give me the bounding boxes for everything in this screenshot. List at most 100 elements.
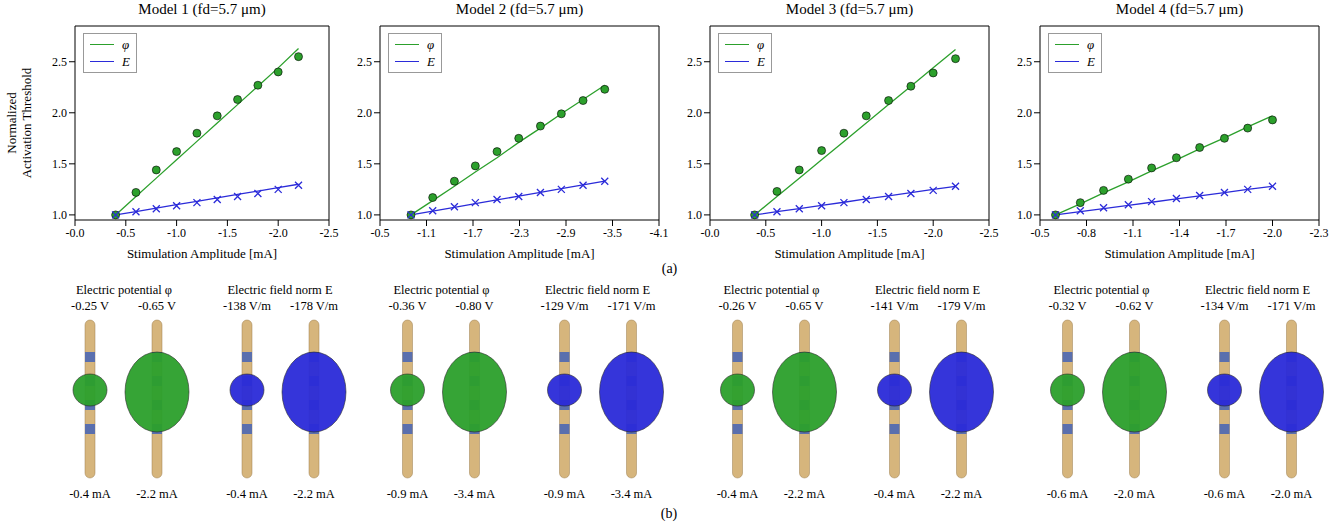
- svg-text:-0.0: -0.0: [66, 226, 85, 240]
- svg-text:-0.4 mA: -0.4 mA: [226, 487, 268, 501]
- html-text:φ: φ: [1087, 37, 1095, 52]
- svg-text:-0.5: -0.5: [371, 226, 390, 240]
- svg-text:Electric field norm E: Electric field norm E: [545, 283, 651, 297]
- svg-text:2.5: 2.5: [687, 55, 702, 69]
- svg-text:Stimulation Amplitude [mA]: Stimulation Amplitude [mA]: [444, 246, 594, 260]
- svg-text:-0.80 V: -0.80 V: [456, 299, 494, 313]
- svg-text:2.0: 2.0: [687, 106, 702, 120]
- svg-text:Electric potential φ: Electric potential φ: [76, 283, 172, 297]
- svg-text:Stimulation Amplitude [mA]: Stimulation Amplitude [mA]: [1104, 246, 1254, 260]
- svg-text:-1.5: -1.5: [868, 226, 887, 240]
- svg-text:1.0: 1.0: [357, 208, 372, 222]
- svg-text:-0.6 mA: -0.6 mA: [1204, 487, 1246, 501]
- svg-text:2.0: 2.0: [52, 106, 67, 120]
- html-text:E: E: [427, 54, 435, 69]
- svg-text:-171 V/m: -171 V/m: [607, 299, 655, 313]
- svg-text:2.5: 2.5: [52, 55, 67, 69]
- html-text:φ: φ: [757, 37, 765, 52]
- svg-text:-1.0: -1.0: [812, 226, 831, 240]
- svg-text:Electric field norm E: Electric field norm E: [227, 283, 333, 297]
- svg-text:2.5: 2.5: [357, 55, 372, 69]
- svg-text:-0.6 mA: -0.6 mA: [1047, 487, 1089, 501]
- svg-text:-2.5: -2.5: [980, 226, 999, 240]
- svg-text:-0.8: -0.8: [1077, 226, 1096, 240]
- svg-text:1.5: 1.5: [52, 157, 67, 171]
- svg-text:-1.1: -1.1: [1124, 226, 1143, 240]
- svg-text:2.5: 2.5: [1017, 55, 1032, 69]
- svg-text:-2.3: -2.3: [1310, 226, 1329, 240]
- svg-text:-1.7: -1.7: [464, 226, 483, 240]
- svg-text:-138 V/m: -138 V/m: [223, 299, 271, 313]
- html-text:Model 1 (fd=5.7 μm): Model 1 (fd=5.7 μm): [138, 1, 266, 17]
- svg-text:-179 V/m: -179 V/m: [937, 299, 985, 313]
- svg-text:1.0: 1.0: [687, 208, 702, 222]
- svg-text:Electric field norm E: Electric field norm E: [1205, 283, 1311, 297]
- svg-text:1.5: 1.5: [687, 157, 702, 171]
- svg-text:-1.0: -1.0: [167, 226, 186, 240]
- svg-text:Stimulation Amplitude [mA]: Stimulation Amplitude [mA]: [127, 246, 277, 260]
- svg-text:Electric potential φ: Electric potential φ: [393, 283, 489, 297]
- html-text:E: E: [122, 54, 130, 69]
- html-text:Model 4 (fd=5.7 μm): Model 4 (fd=5.7 μm): [1115, 1, 1244, 17]
- html-text:φ: φ: [122, 37, 130, 52]
- svg-text:-0.5: -0.5: [116, 226, 135, 240]
- svg-text:-2.9: -2.9: [557, 226, 576, 240]
- svg-text:-0.0: -0.0: [701, 226, 720, 240]
- svg-text:-3.4 mA: -3.4 mA: [611, 487, 653, 501]
- svg-text:-2.0: -2.0: [1263, 226, 1282, 240]
- svg-text:Electric potential φ: Electric potential φ: [723, 283, 819, 297]
- svg-text:Electric field norm E: Electric field norm E: [875, 283, 981, 297]
- svg-text:-0.4 mA: -0.4 mA: [717, 487, 759, 501]
- svg-text:-2.2 mA: -2.2 mA: [136, 487, 178, 501]
- svg-text:NormalizedActivation Threshold: NormalizedActivation Threshold: [4, 67, 34, 178]
- svg-text:-2.0: -2.0: [924, 226, 943, 240]
- svg-text:-0.32 V: -0.32 V: [1049, 299, 1087, 313]
- svg-text:Stimulation Amplitude [mA]: Stimulation Amplitude [mA]: [774, 246, 924, 260]
- svg-text:-171 V/m: -171 V/m: [1267, 299, 1315, 313]
- svg-text:1.5: 1.5: [357, 157, 372, 171]
- html-text:Model 3 (fd=5.7 μm): Model 3 (fd=5.7 μm): [785, 1, 914, 17]
- svg-text:1.0: 1.0: [52, 208, 67, 222]
- svg-text:-3.4 mA: -3.4 mA: [454, 487, 496, 501]
- svg-text:-2.0 mA: -2.0 mA: [1114, 487, 1156, 501]
- svg-text:-0.5: -0.5: [756, 226, 775, 240]
- svg-text:-0.65 V: -0.65 V: [786, 299, 824, 313]
- svg-text:(b): (b): [661, 506, 678, 522]
- svg-text:-1.4: -1.4: [1170, 226, 1189, 240]
- svg-text:-3.5: -3.5: [603, 226, 622, 240]
- svg-text:-2.2 mA: -2.2 mA: [293, 487, 335, 501]
- svg-text:-129 V/m: -129 V/m: [540, 299, 588, 313]
- svg-text:-1.7: -1.7: [1217, 226, 1236, 240]
- svg-text:-2.2 mA: -2.2 mA: [784, 487, 826, 501]
- svg-text:-2.2 mA: -2.2 mA: [941, 487, 983, 501]
- svg-text:-2.5: -2.5: [320, 226, 339, 240]
- svg-text:-134 V/m: -134 V/m: [1200, 299, 1248, 313]
- svg-text:-0.9 mA: -0.9 mA: [387, 487, 429, 501]
- svg-text:-0.26 V: -0.26 V: [719, 299, 757, 313]
- svg-text:-4.1: -4.1: [650, 226, 669, 240]
- svg-text:-0.62 V: -0.62 V: [1116, 299, 1154, 313]
- svg-text:-0.65 V: -0.65 V: [138, 299, 176, 313]
- svg-text:2.0: 2.0: [357, 106, 372, 120]
- svg-text:-0.5: -0.5: [1031, 226, 1050, 240]
- html-text:Model 2 (fd=5.7 μm): Model 2 (fd=5.7 μm): [455, 1, 584, 17]
- svg-text:-2.0 mA: -2.0 mA: [1271, 487, 1313, 501]
- svg-text:2.0: 2.0: [1017, 106, 1032, 120]
- svg-text:-1.5: -1.5: [218, 226, 237, 240]
- html-text:E: E: [757, 54, 765, 69]
- svg-text:-0.4 mA: -0.4 mA: [69, 487, 111, 501]
- svg-text:Electric potential φ: Electric potential φ: [1053, 283, 1149, 297]
- svg-text:-0.9 mA: -0.9 mA: [544, 487, 586, 501]
- svg-text:-1.1: -1.1: [417, 226, 436, 240]
- html-text:φ: φ: [427, 37, 435, 52]
- svg-text:1.5: 1.5: [1017, 157, 1032, 171]
- svg-text:-0.4 mA: -0.4 mA: [874, 487, 916, 501]
- svg-text:-178 V/m: -178 V/m: [290, 299, 338, 313]
- svg-text:-0.25 V: -0.25 V: [71, 299, 109, 313]
- svg-text:-141 V/m: -141 V/m: [870, 299, 918, 313]
- svg-text:-2.3: -2.3: [510, 226, 529, 240]
- svg-text:-0.36 V: -0.36 V: [389, 299, 427, 313]
- svg-text:-2.0: -2.0: [269, 226, 288, 240]
- html-text:(a): (a): [661, 261, 678, 276]
- svg-text:1.0: 1.0: [1017, 208, 1032, 222]
